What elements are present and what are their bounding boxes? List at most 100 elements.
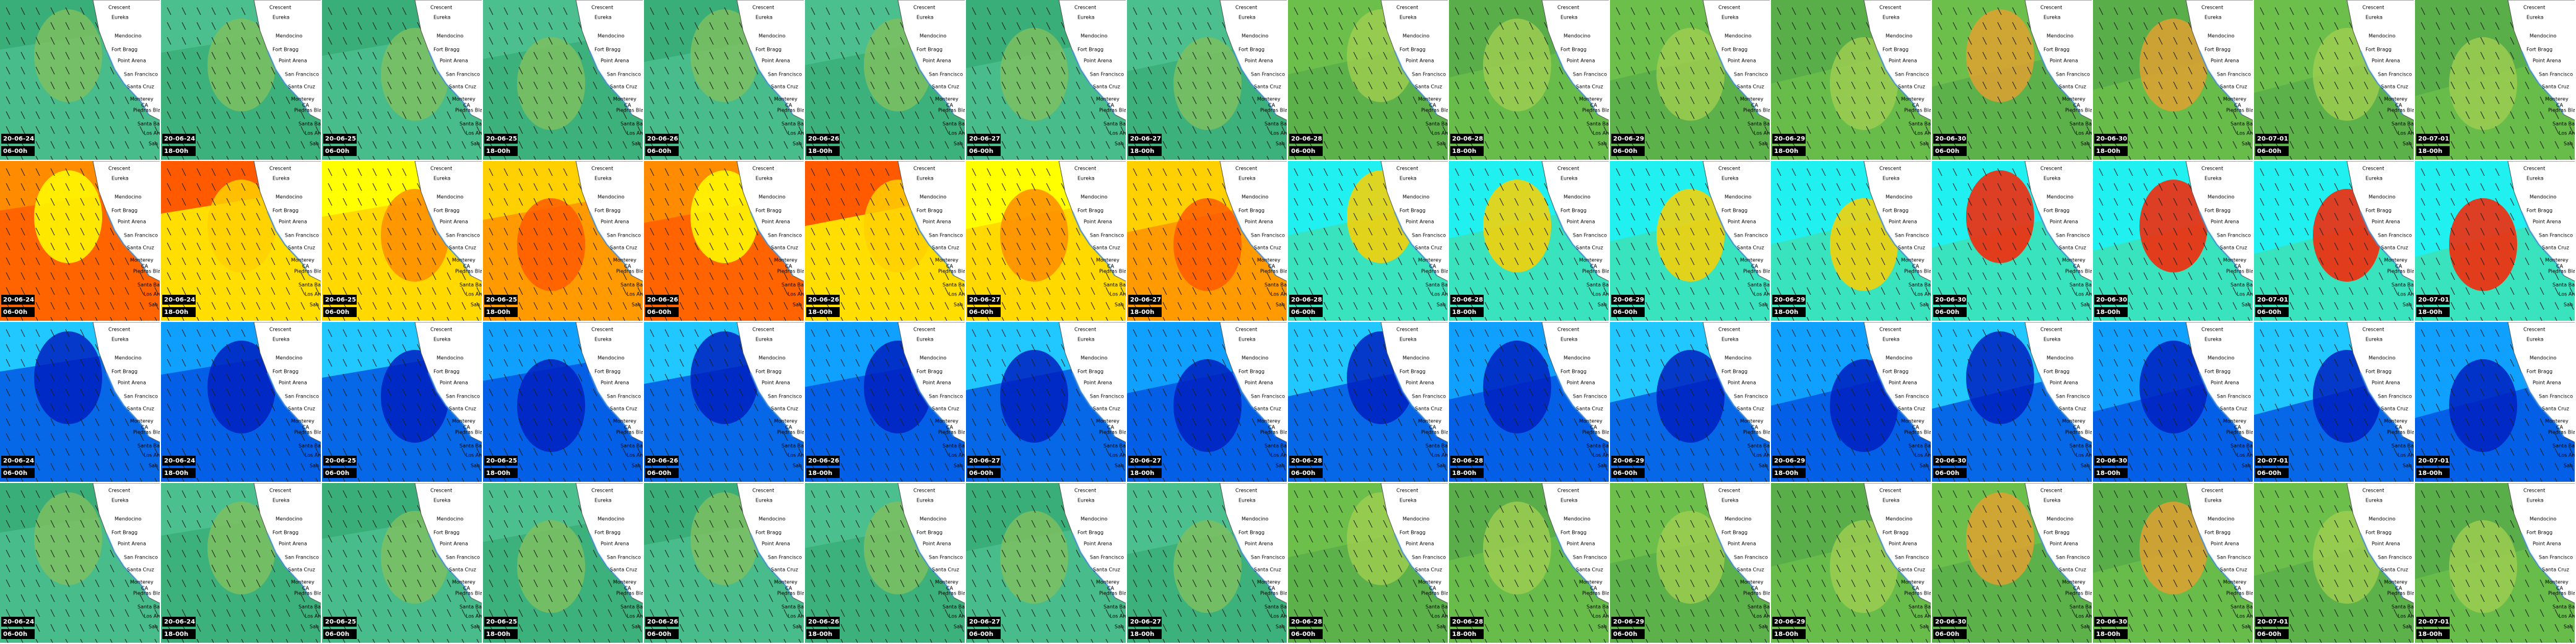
wind-barb: [35, 388, 40, 397]
date-label: 20-06-24: [3, 297, 34, 303]
wind-barb: [417, 403, 422, 412]
wind-barb: [256, 638, 259, 643]
wind-barb: [1338, 66, 1343, 75]
wind-barb: [1177, 7, 1182, 15]
wind-barb: [724, 549, 729, 558]
wind-barb: [1016, 227, 1021, 236]
wind-barb: [548, 183, 553, 191]
wind-barb: [387, 329, 392, 337]
place-label: Santa Cruz: [610, 245, 637, 251]
wind-barb: [1016, 624, 1021, 632]
wind-barb: [95, 418, 100, 427]
wind-barb: [1162, 534, 1167, 543]
wind-barb: [944, 287, 949, 295]
place-label: Santa Barbara: [781, 604, 817, 610]
wind-barb: [196, 316, 199, 321]
wind-barb: [1162, 51, 1167, 60]
wind-barb: [1207, 111, 1212, 120]
wind-barb: [622, 111, 627, 120]
wind-barb: [915, 242, 920, 251]
wind-barb: [679, 564, 684, 573]
wind-barb: [417, 66, 422, 75]
wind-barb: [196, 418, 201, 427]
wind-barb: [357, 272, 362, 281]
wind-barb: [432, 272, 437, 281]
wind-barb: [1162, 490, 1167, 498]
wind-barb: [1147, 477, 1151, 482]
wind-barb: [256, 477, 259, 482]
wind-barb: [1162, 463, 1167, 471]
wind-barb: [1001, 388, 1006, 397]
wind-barb: [1368, 359, 1373, 367]
wind-barb: [679, 168, 684, 176]
wind-barb: [372, 37, 377, 45]
wind-barb: [167, 594, 172, 603]
wind-barb: [607, 257, 612, 266]
wind-barb: [503, 344, 508, 352]
wind-barb: [593, 155, 596, 160]
time-box: [1128, 146, 1162, 156]
place-label: Los Angeles: [1271, 292, 1300, 297]
wind-barb: [461, 111, 466, 120]
wind-barb: [342, 448, 347, 456]
wind-barb: [855, 212, 860, 221]
wind-barb: [929, 463, 934, 471]
place-label: Eureka: [916, 498, 934, 503]
place-label: CA: [463, 586, 471, 591]
wind-barb: [167, 81, 172, 90]
place-label: Monterey: [1096, 97, 1120, 102]
wind-barb: [342, 183, 347, 191]
wind-barb: [533, 272, 538, 281]
place-label: Santa Barbara: [620, 443, 656, 449]
wind-barb: [1308, 212, 1313, 221]
place-label: San Diego: [954, 624, 979, 630]
wind-barb: [563, 520, 568, 528]
wind-barb: [1162, 7, 1167, 15]
wind-barb: [885, 638, 888, 643]
place-label: Los Angeles: [144, 292, 173, 297]
wind-barb: [1105, 609, 1110, 617]
wind-barb: [709, 7, 714, 15]
wind-barb: [972, 549, 977, 558]
wind-barb: [372, 490, 377, 498]
wind-barb: [1046, 272, 1051, 281]
wind-barb: [35, 272, 40, 281]
wind-barb: [1001, 373, 1006, 382]
wind-barb: [256, 227, 261, 236]
place-label: Fort Bragg: [272, 530, 298, 536]
wind-barb: [855, 242, 860, 251]
wind-barb: [342, 66, 347, 75]
wind-barb: [417, 433, 422, 442]
wind-barb: [328, 126, 333, 134]
wind-barb: [986, 287, 991, 295]
place-label: Point Arena: [601, 541, 629, 547]
wind-barb: [1105, 594, 1110, 603]
wind-barb: [154, 624, 159, 632]
wind-barb: [972, 388, 977, 397]
place-label: Los Angeles: [1110, 453, 1139, 458]
wind-barb: [1001, 418, 1006, 427]
wind-barb: [489, 505, 494, 513]
wind-barb: [855, 81, 860, 90]
wind-barb: [461, 302, 466, 310]
wind-barb: [196, 111, 201, 120]
wind-barb: [709, 579, 714, 588]
wind-barb: [1031, 198, 1036, 206]
wind-barb: [1412, 302, 1417, 310]
wind-barb: [694, 287, 699, 295]
wind-barb: [196, 403, 201, 412]
coast-glow: [588, 533, 633, 598]
wind-barb: [432, 594, 437, 603]
wind-barb: [35, 168, 40, 176]
wind-barb: [1323, 287, 1328, 295]
wind-barb: [607, 463, 612, 471]
coast-glow: [910, 50, 955, 115]
wind-barb: [285, 477, 289, 482]
wind-barb: [1353, 111, 1358, 120]
place-label: Mendocino: [115, 194, 142, 200]
wind-barb: [563, 624, 568, 632]
wind-barb: [518, 302, 523, 310]
wind-barb: [124, 272, 129, 281]
wind-barb: [679, 22, 684, 30]
